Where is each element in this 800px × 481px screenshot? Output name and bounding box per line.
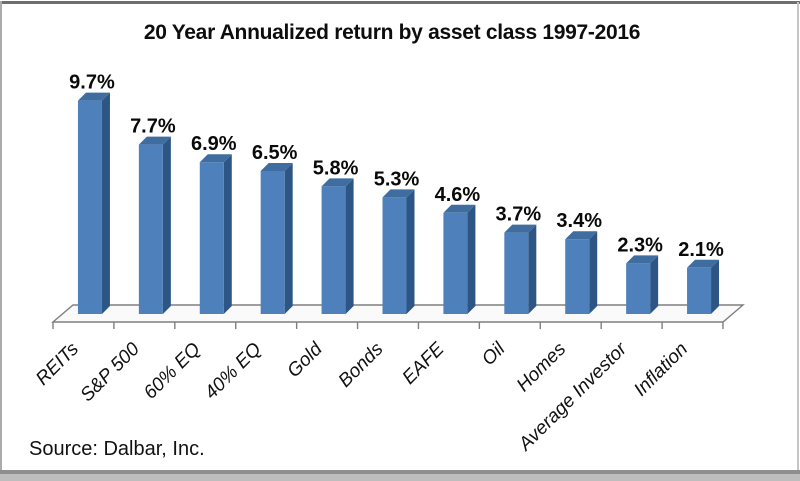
bar-side-face bbox=[528, 224, 537, 314]
frame-border-left bbox=[0, 1, 2, 471]
bar-side-face bbox=[101, 92, 110, 314]
bar-front-face bbox=[138, 144, 163, 314]
category-label: Oil bbox=[478, 338, 510, 370]
chart-title: 20 Year Annualized return by asset class… bbox=[143, 21, 641, 44]
bar-front-face bbox=[626, 263, 651, 314]
bar-top-face bbox=[382, 189, 415, 198]
bar-side-face bbox=[223, 154, 232, 314]
bar-front-face bbox=[565, 239, 590, 314]
bar-value-label: 6.5% bbox=[252, 142, 298, 164]
bar-front-face bbox=[260, 171, 285, 314]
bar-top-face bbox=[443, 204, 476, 213]
category-label: Average Investor bbox=[514, 338, 631, 455]
bar-side-face bbox=[284, 163, 293, 314]
bar-value-label: 4.6% bbox=[435, 184, 481, 206]
category-label: REITs bbox=[32, 338, 83, 389]
bar-top-face bbox=[138, 136, 171, 145]
bar-top-face bbox=[77, 92, 110, 101]
bar-value-label: 2.3% bbox=[617, 234, 663, 256]
bar-top-face bbox=[626, 255, 659, 264]
bar-front-face bbox=[77, 100, 102, 314]
category-label: 60% EQ bbox=[140, 339, 205, 404]
bar-value-label: 7.7% bbox=[130, 116, 176, 138]
frame-border-bottom-shadow bbox=[0, 474, 800, 481]
bar-side-face bbox=[345, 178, 354, 314]
bar-value-label: 6.9% bbox=[191, 133, 237, 155]
category-label: EAFE bbox=[399, 338, 449, 388]
bar-top-face bbox=[687, 259, 720, 268]
bar-side-face bbox=[650, 255, 659, 314]
bar-value-label: 9.7% bbox=[69, 72, 115, 94]
bar-value-label: 5.8% bbox=[313, 157, 359, 179]
category-label: Gold bbox=[283, 338, 327, 382]
bar-front-face bbox=[382, 197, 407, 314]
bar-front-face bbox=[504, 232, 529, 314]
category-label: Homes bbox=[513, 338, 571, 396]
bar-value-label: 5.3% bbox=[374, 168, 420, 190]
frame-border-right bbox=[797, 2, 799, 471]
bar-front-face bbox=[321, 186, 346, 314]
bar-top-face bbox=[504, 224, 537, 233]
bar-front-face bbox=[687, 267, 712, 314]
bar-side-face bbox=[589, 231, 598, 314]
category-label: Inflation bbox=[630, 339, 692, 401]
source-note: Source: Dalbar, Inc. bbox=[29, 438, 205, 460]
bar-top-face bbox=[260, 163, 293, 171]
category-label: 40% EQ bbox=[201, 339, 266, 404]
bar-top-face bbox=[321, 178, 354, 187]
bar-front-face bbox=[199, 162, 224, 314]
bar-side-face bbox=[467, 204, 476, 314]
bar-value-label: 3.4% bbox=[556, 210, 602, 232]
frame-border-bottom bbox=[0, 470, 800, 474]
category-label: S&P 500 bbox=[77, 338, 145, 406]
bar-top-face bbox=[565, 231, 598, 240]
bar-side-face bbox=[162, 136, 171, 314]
category-label: Bonds bbox=[335, 338, 388, 391]
bar-value-label: 2.1% bbox=[678, 239, 724, 261]
bar-side-face bbox=[406, 189, 415, 314]
frame-border-top bbox=[0, 1, 800, 4]
bar-top-face bbox=[199, 154, 232, 163]
bar-side-face bbox=[711, 259, 720, 314]
bar-value-label: 3.7% bbox=[496, 204, 542, 226]
bar-front-face bbox=[443, 212, 468, 314]
